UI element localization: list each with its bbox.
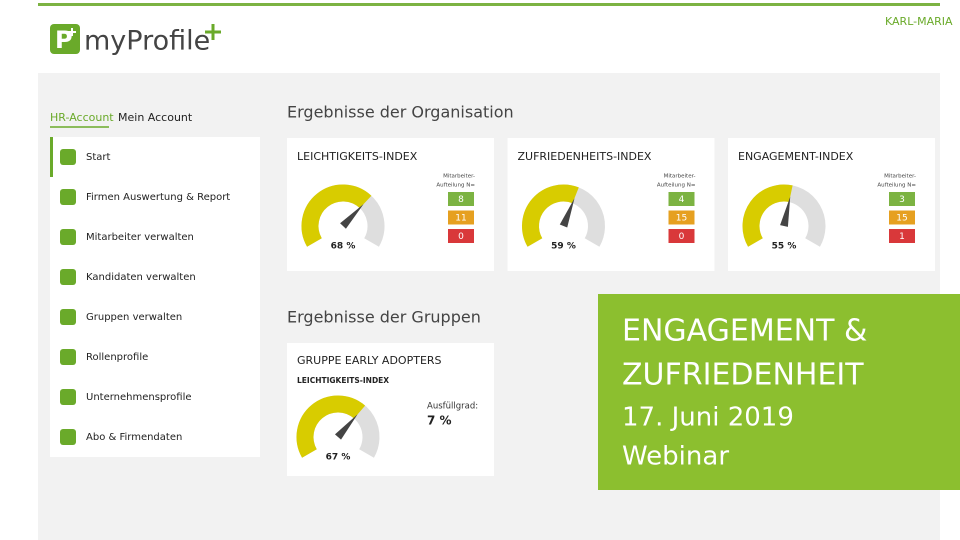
logo-text: myProfile xyxy=(84,26,210,57)
section-title: Ergebnisse der Gruppen xyxy=(287,308,481,327)
count: 11 xyxy=(455,214,466,224)
gauge-label: 59 % xyxy=(551,242,576,252)
section-title: Ergebnisse der Organisation xyxy=(287,103,514,122)
tab-active[interactable]: HR-Account xyxy=(50,111,114,124)
count-box xyxy=(889,192,915,206)
tab[interactable]: Mein Account xyxy=(118,111,193,124)
active-indicator xyxy=(50,137,53,177)
card-subtitle: LEICHTIGKEITS-INDEX xyxy=(297,376,389,385)
gauge-label: 55 % xyxy=(772,242,797,252)
menu-icon xyxy=(60,149,76,165)
menu-item[interactable]: Rollenprofile xyxy=(86,352,148,363)
menu-icon xyxy=(60,389,76,405)
count-box xyxy=(889,229,915,243)
logo-plus-big xyxy=(205,24,221,40)
banner xyxy=(598,294,960,490)
card-title: ENGAGEMENT-INDEX xyxy=(738,150,854,163)
gauge-label: 67 % xyxy=(326,453,351,463)
count-box xyxy=(668,192,695,206)
distribution-label: Aufteilung N= xyxy=(877,183,916,189)
gauge-fill xyxy=(296,395,366,458)
gauge-fill xyxy=(742,184,793,247)
menu-item[interactable]: Start xyxy=(86,152,111,163)
menu-icon xyxy=(60,349,76,365)
distribution-label: Aufteilung N= xyxy=(436,183,475,189)
distribution-label: Aufteilung N= xyxy=(657,183,696,189)
banner-line: Webinar xyxy=(622,442,729,472)
fill-value: 7 % xyxy=(427,414,452,428)
menu-icon xyxy=(60,229,76,245)
card-title: GRUPPE EARLY ADOPTERS xyxy=(297,354,442,367)
card-title: LEICHTIGKEITS-INDEX xyxy=(297,150,418,163)
distribution-label: Mitarbeiter- xyxy=(443,174,475,180)
menu-item[interactable]: Gruppen verwalten xyxy=(86,312,182,323)
menu-item[interactable]: Abo & Firmendaten xyxy=(86,432,182,443)
count-box xyxy=(448,192,474,206)
count: 8 xyxy=(458,195,464,205)
gauge-fill xyxy=(522,184,579,247)
banner-line: 17. Juni 2019 xyxy=(622,403,794,433)
menu-item[interactable]: Unternehmensprofile xyxy=(86,392,192,403)
fill-label: Ausfüllgrad: xyxy=(427,402,478,412)
count-box xyxy=(448,229,474,243)
menu-icon xyxy=(60,189,76,205)
count: 0 xyxy=(679,232,685,242)
top-bar xyxy=(38,3,940,6)
gauge-needle xyxy=(559,198,575,228)
count-box xyxy=(668,229,695,243)
count: 15 xyxy=(896,214,907,224)
user-name[interactable]: KARL-MARIA xyxy=(885,15,953,28)
menu-item[interactable]: Kandidaten verwalten xyxy=(86,272,196,283)
menu-icon xyxy=(60,429,76,445)
count-box xyxy=(448,210,474,225)
sidebar xyxy=(50,137,260,457)
menu-icon xyxy=(60,309,76,325)
menu-item[interactable]: Mitarbeiter verwalten xyxy=(86,232,194,243)
distribution-label: Mitarbeiter- xyxy=(884,174,916,180)
banner-line: ZUFRIEDENHEIT xyxy=(622,358,864,393)
count: 0 xyxy=(458,232,464,242)
count: 15 xyxy=(676,214,687,224)
logo-letter: P xyxy=(55,26,73,54)
count: 3 xyxy=(899,195,905,205)
menu-icon xyxy=(60,269,76,285)
gauge-needle xyxy=(780,196,791,227)
gauge-needle xyxy=(334,414,358,440)
gauge-fill xyxy=(301,184,372,247)
logo-plus xyxy=(68,28,76,36)
count: 4 xyxy=(679,195,685,205)
gauge-label: 68 % xyxy=(331,242,356,252)
menu-item[interactable]: Firmen Auswertung & Report xyxy=(86,192,230,203)
gauge-needle xyxy=(340,204,364,229)
count-box xyxy=(889,210,915,225)
card-title: ZUFRIEDENHEITS-INDEX xyxy=(518,150,652,163)
count: 1 xyxy=(899,232,905,242)
count-box xyxy=(668,210,695,225)
distribution-label: Mitarbeiter- xyxy=(664,174,696,180)
banner-line: ENGAGEMENT & xyxy=(622,314,867,349)
